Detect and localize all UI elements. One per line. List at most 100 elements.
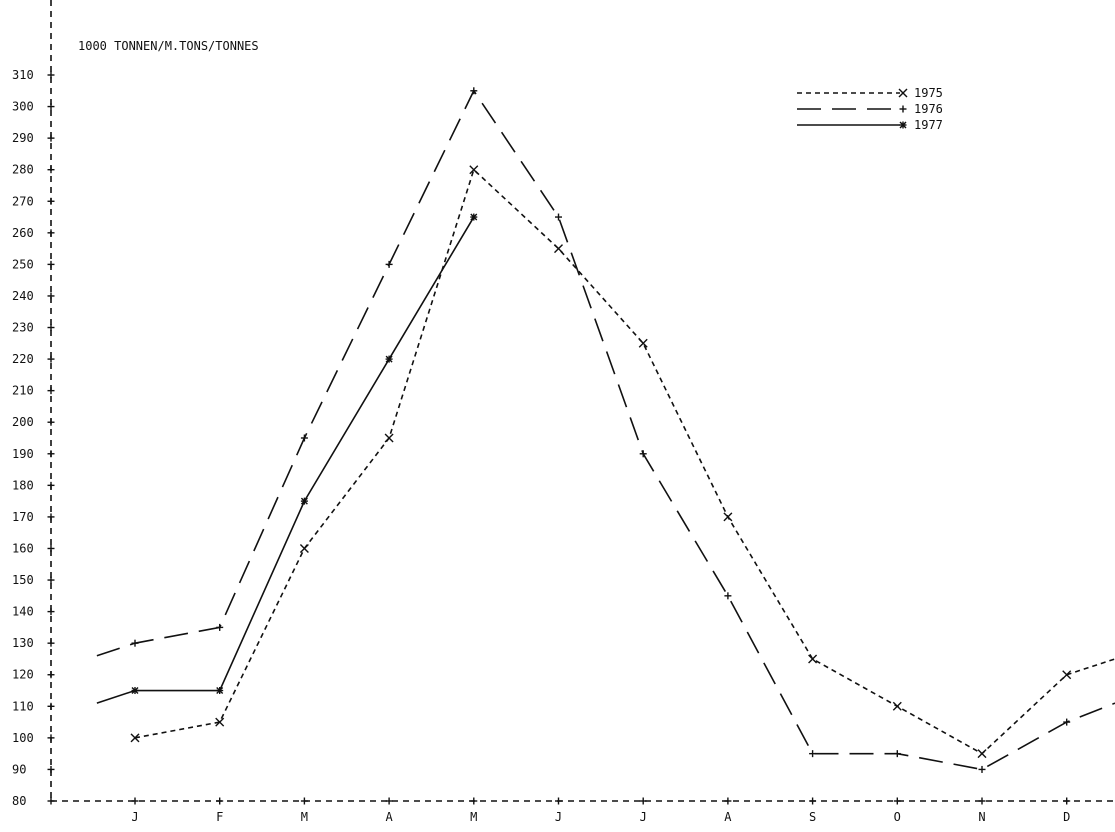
y-tick-mark (47, 166, 55, 174)
data-point-1975 (808, 654, 818, 664)
data-point-1976 (131, 639, 139, 647)
x-tick-label: O (894, 810, 901, 824)
data-point-1975 (469, 165, 479, 175)
data-point-1976 (809, 750, 817, 758)
series-line-1977 (96, 216, 475, 704)
legend-label-1977: 1977 (914, 118, 943, 132)
axes: 80 90 100 110 120 130 140 150 160 170 180 190 200 210… (12, 0, 1115, 824)
y-tick-mark (47, 639, 55, 647)
y-tick-mark (47, 229, 55, 237)
data-point-1976 (216, 623, 224, 631)
x-tick-mark (978, 797, 986, 805)
data-point-1977 (300, 497, 308, 505)
data-point-1975 (723, 512, 733, 522)
data-point-1976 (555, 213, 562, 221)
x-tick-label: M (301, 810, 308, 824)
data-point-1976 (385, 260, 393, 268)
y-tick-mark (47, 481, 55, 489)
data-point-1977 (216, 687, 224, 695)
y-tick-label: 300 (12, 100, 34, 114)
data-point-1976 (893, 750, 901, 758)
y-tick-label: 80 (12, 794, 26, 808)
y-tick-label: 190 (12, 447, 34, 461)
x-tick-mark (216, 797, 224, 805)
x-tick-label: S (809, 810, 816, 824)
data-point-1977 (385, 355, 393, 363)
chart-title: 1000 TONNEN/M.TONS/TONNES (78, 39, 259, 53)
y-tick-mark (47, 71, 55, 79)
y-tick-label: 150 (12, 573, 34, 587)
legend: 1975 1976 1977 (797, 86, 943, 132)
data-point-1976 (1063, 718, 1071, 726)
y-tick-mark (47, 197, 55, 205)
y-tick-mark (47, 734, 55, 742)
y-tick-mark (47, 576, 55, 584)
x-tick-mark (809, 797, 817, 805)
y-tick-label: 210 (12, 384, 34, 398)
data-point-1976 (639, 450, 647, 458)
y-tick-mark (47, 418, 55, 426)
data-point-1975 (130, 733, 140, 743)
y-tick-label: 140 (12, 605, 34, 619)
data-point-1976 (724, 592, 732, 600)
y-tick-mark (47, 702, 55, 710)
x-tick-mark (131, 797, 139, 805)
data-point-1975 (215, 717, 225, 727)
x-tick-label: A (385, 810, 393, 824)
x-tick-label: D (1063, 810, 1070, 824)
x-tick-mark (639, 797, 647, 805)
x-tick-mark (1063, 797, 1071, 805)
y-tick-mark (47, 292, 55, 300)
data-point-1975 (892, 701, 902, 711)
x-tick-mark (470, 797, 478, 805)
y-tick-mark (47, 765, 55, 773)
data-point-1976 (978, 765, 986, 773)
y-tick-label: 240 (12, 289, 34, 303)
data-point-1977 (470, 213, 478, 221)
y-tick-label: 230 (12, 321, 34, 335)
series-line-1976 (96, 89, 1115, 771)
x-tick-label: F (216, 810, 223, 824)
y-tick-label: 100 (12, 731, 34, 745)
y-tick-mark (47, 513, 55, 521)
x-tick-label: M (470, 810, 477, 824)
data-point-1975 (1062, 670, 1072, 680)
data-point-1975 (638, 338, 648, 348)
y-tick-label: 270 (12, 194, 34, 208)
x-tick-label: A (724, 810, 732, 824)
y-tick-mark (47, 797, 55, 805)
x-tick-mark (385, 797, 393, 805)
y-tick-mark (47, 608, 55, 616)
y-tick-mark (47, 450, 55, 458)
data-point-1975 (977, 749, 987, 759)
data-point-1977 (131, 687, 139, 695)
legend-marker-1975 (898, 88, 908, 98)
data-point-1975 (554, 244, 563, 254)
y-tick-label: 110 (12, 699, 34, 713)
y-tick-label: 260 (12, 226, 34, 240)
y-tick-label: 250 (12, 257, 34, 271)
y-tick-mark (47, 671, 55, 679)
y-tick-label: 130 (12, 636, 34, 650)
y-tick-label: 310 (12, 68, 34, 82)
x-tick-label: J (131, 810, 138, 824)
data-point-1976 (470, 87, 478, 95)
y-tick-label: 160 (12, 541, 34, 555)
y-tick-label: 220 (12, 352, 34, 366)
data-point-1975 (384, 433, 394, 443)
data-point-1975 (299, 543, 309, 553)
y-tick-label: 280 (12, 163, 34, 177)
y-tick-label: 170 (12, 510, 34, 524)
legend-label-1976: 1976 (914, 102, 943, 116)
y-tick-mark (47, 103, 55, 111)
y-tick-label: 180 (12, 478, 34, 492)
x-tick-mark (893, 797, 901, 805)
x-tick-mark (300, 797, 308, 805)
x-tick-mark (555, 797, 562, 805)
y-tick-label: 90 (12, 762, 26, 776)
legend-marker-1976 (899, 105, 907, 113)
legend-marker-1977 (899, 121, 907, 129)
y-tick-mark (47, 324, 55, 332)
